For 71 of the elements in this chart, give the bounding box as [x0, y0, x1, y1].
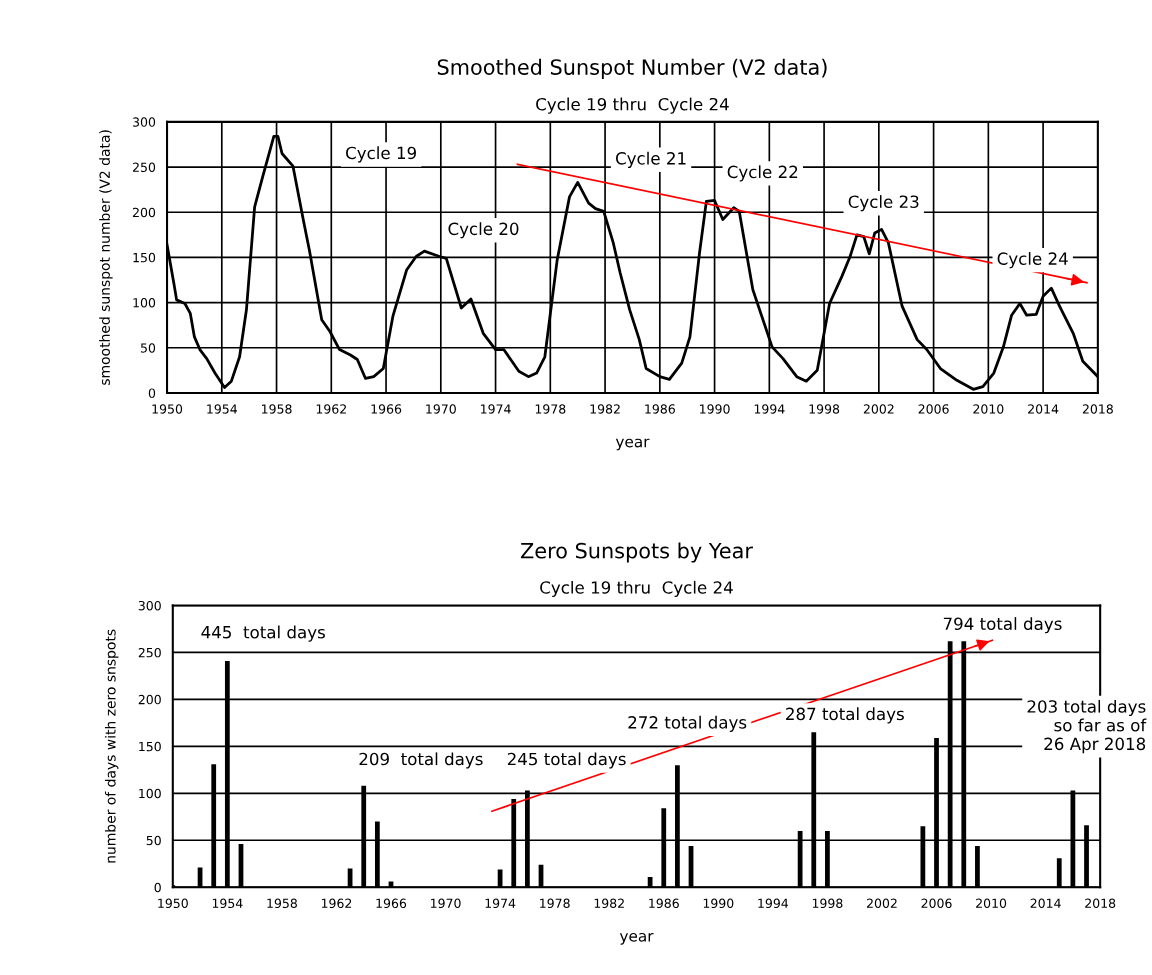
annotation: Cycle 21 [615, 151, 686, 168]
y-tick-label: 50 [140, 343, 156, 353]
annotation: 203 total days so far as of 26 Apr 2018 [1027, 699, 1147, 754]
x-tick-label: 1970 [426, 404, 456, 414]
x-tick-label: 2014 [1030, 898, 1061, 909]
annotation: Cycle 19 [346, 146, 416, 163]
y-tick-label: 250 [138, 647, 161, 658]
x-tick-label: 1974 [485, 898, 516, 909]
x-tick-label: 2010 [973, 404, 1004, 414]
x-tick-label: 1978 [535, 404, 566, 414]
x-tick-label: 1998 [812, 898, 843, 909]
x-tick-label: 2018 [1085, 898, 1116, 909]
y-axis-title: number of days with zero snspots [104, 629, 119, 863]
x-tick-label: 2014 [1028, 404, 1059, 414]
x-tick-label: 1966 [371, 404, 402, 414]
x-tick-label: 1950 [152, 404, 183, 414]
y-tick-label: 300 [133, 117, 156, 127]
x-tick-label: 1958 [262, 404, 292, 414]
chart-subtitle: Cycle 19 thru Cycle 24 [540, 580, 733, 598]
y-tick-label: 200 [138, 694, 161, 705]
annotation: 794 total days [943, 617, 1062, 634]
annotation: 209 total days [359, 752, 483, 769]
x-tick-label: 1970 [431, 898, 461, 909]
x-tick-label: 1982 [590, 404, 620, 414]
annotation: 245 total days [507, 752, 626, 769]
y-axis-title: smoothed sunspot number (V2 data) [99, 130, 113, 385]
y-tick-label: 300 [138, 600, 161, 611]
y-tick-label: 100 [133, 298, 156, 308]
y-tick-label: 250 [132, 162, 156, 172]
x-tick-label: 1966 [376, 898, 407, 909]
x-tick-label: 1990 [700, 404, 730, 414]
x-tick-label: 1986 [649, 898, 679, 909]
x-tick-label: 2006 [918, 404, 949, 414]
annotation: 287 total days [786, 707, 904, 724]
chart-subtitle: Cycle 19 thru Cycle 24 [536, 97, 729, 114]
x-tick-label: 2002 [866, 898, 897, 909]
x-tick-label: 1962 [316, 404, 346, 414]
y-tick-label: 150 [139, 741, 161, 752]
x-tick-label: 1978 [540, 898, 570, 909]
chart-title: Smoothed Sunspot Number (V2 data) [437, 58, 827, 79]
y-tick-label: 0 [154, 882, 161, 893]
x-tick-label: 1962 [321, 898, 352, 909]
x-tick-label: 1982 [594, 898, 624, 909]
x-tick-label: 1994 [758, 898, 789, 909]
x-tick-label: 1954 [207, 404, 237, 414]
x-tick-label: 2006 [921, 898, 952, 909]
y-tick-label: 0 [148, 388, 156, 398]
x-tick-label: 1986 [645, 404, 675, 414]
annotation: 272 total days [628, 715, 747, 732]
y-tick-label: 100 [139, 788, 161, 799]
chart-title: Zero Sunspots by Year [520, 542, 753, 563]
x-tick-label: 2018 [1082, 404, 1113, 414]
x-tick-label: 1998 [809, 404, 840, 414]
x-tick-label: 2010 [976, 898, 1007, 909]
x-tick-label: 1950 [158, 898, 188, 909]
annotation: Cycle 24 [997, 252, 1068, 269]
y-tick-label: 150 [133, 252, 156, 263]
x-tick-label: 1990 [703, 898, 734, 909]
x-tick-label: 1994 [754, 404, 785, 414]
annotation: Cycle 20 [448, 222, 519, 239]
x-tick-label: 1958 [267, 898, 297, 909]
annotation: Cycle 23 [848, 195, 919, 212]
x-tick-label: 2002 [863, 404, 894, 414]
x-axis-title: year [619, 932, 654, 945]
x-tick-label: 1954 [212, 898, 243, 909]
y-tick-label: 50 [146, 835, 161, 846]
annotation: 445 total days [201, 625, 325, 642]
y-tick-label: 200 [132, 207, 156, 218]
x-axis-title: year [615, 438, 650, 451]
annotation: Cycle 22 [727, 165, 798, 182]
x-tick-label: 1974 [481, 404, 511, 414]
